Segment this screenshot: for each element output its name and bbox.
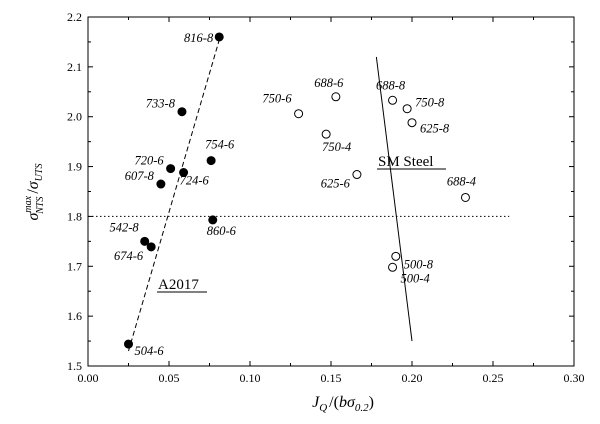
y-axis-title: σmaxNTS/σUTS <box>23 164 46 221</box>
x-tick-label: 0.05 <box>159 371 180 385</box>
x-tick-label: 0.25 <box>483 371 504 385</box>
y-tick-label: 2.1 <box>67 60 82 74</box>
point-label-724-6: 724-6 <box>180 174 210 188</box>
point-label-500-4: 500-4 <box>401 271 430 285</box>
y-tick-label: 2.0 <box>67 110 82 124</box>
point-label-720-6: 720-6 <box>134 154 164 168</box>
point-label-500-8: 500-8 <box>404 257 434 271</box>
point-625-8 <box>407 118 417 128</box>
y-tick-label: 2.2 <box>67 10 82 24</box>
point-754-6 <box>206 156 216 166</box>
series-label-sm-steel: SM Steel <box>378 154 433 170</box>
point-label-860-6: 860-6 <box>207 224 237 238</box>
point-label-688-6: 688-6 <box>314 76 344 90</box>
x-tick-label: 0.20 <box>402 371 423 385</box>
point-500-4 <box>388 262 398 272</box>
point-label-754-6: 754-6 <box>205 138 235 152</box>
x-tick-label: 0.10 <box>240 371 261 385</box>
point-504-6 <box>124 339 133 349</box>
x-tick-label: 0.30 <box>564 371 585 385</box>
y-tick-label: 1.6 <box>67 309 82 323</box>
plot-frame <box>87 16 575 367</box>
point-688-4 <box>460 192 470 202</box>
x-tick-label: 0.00 <box>78 371 99 385</box>
y-tick-label: 1.8 <box>67 209 82 223</box>
point-625-6 <box>352 170 362 180</box>
x-tick-label: 0.15 <box>321 371 342 385</box>
point-720-6 <box>166 164 176 174</box>
point-674-6 <box>146 242 156 252</box>
point-label-733-8: 733-8 <box>146 97 176 111</box>
y-tick-label: 1.5 <box>67 359 82 373</box>
data-points <box>124 32 470 349</box>
x-axis-title: JQ/(bσ0.2) <box>312 394 374 414</box>
point-label-750-8: 750-8 <box>415 96 445 110</box>
point-label-750-6: 750-6 <box>262 92 292 106</box>
point-label-542-8: 542-8 <box>110 220 140 234</box>
point-688-6 <box>331 92 341 102</box>
point-816-8 <box>214 32 224 42</box>
point-750-4 <box>321 129 331 139</box>
point-label-688-8: 688-8 <box>376 78 406 92</box>
y-tick-label: 1.7 <box>67 259 82 273</box>
point-500-8 <box>391 251 401 261</box>
point-label-674-6: 674-6 <box>114 249 144 263</box>
y-tick-label: 1.9 <box>67 160 82 174</box>
point-724-6 <box>179 168 189 178</box>
point-750-8 <box>402 104 412 114</box>
point-label-750-4: 750-4 <box>322 140 351 154</box>
point-860-6 <box>208 215 218 225</box>
series-label-a2017: A2017 <box>158 277 199 293</box>
axis-ticks: 0.00 0.05 0.10 0.15 0.20 0.25 0.30 1.5 1.6 1.7 1.8… <box>67 10 585 385</box>
point-607-8 <box>156 179 166 189</box>
point-label-688-4: 688-4 <box>447 174 476 188</box>
point-733-8 <box>177 107 187 117</box>
point-542-8 <box>140 236 150 246</box>
point-label-625-6: 625-6 <box>321 177 351 191</box>
point-label-625-8: 625-8 <box>420 122 450 136</box>
point-750-6 <box>294 109 304 119</box>
point-688-8 <box>388 95 398 105</box>
trend-line-a2017 <box>128 34 222 352</box>
point-label-607-8: 607-8 <box>125 169 155 183</box>
point-label-504-6: 504-6 <box>135 344 165 358</box>
trend-line-sm-steel <box>375 56 413 342</box>
point-label-816-8: 816-8 <box>184 31 214 45</box>
point-labels: 816-8 733-8 720-6 754-6 724-6 607-8 860-6 542-8… <box>110 31 477 358</box>
trend-lines <box>128 34 413 352</box>
